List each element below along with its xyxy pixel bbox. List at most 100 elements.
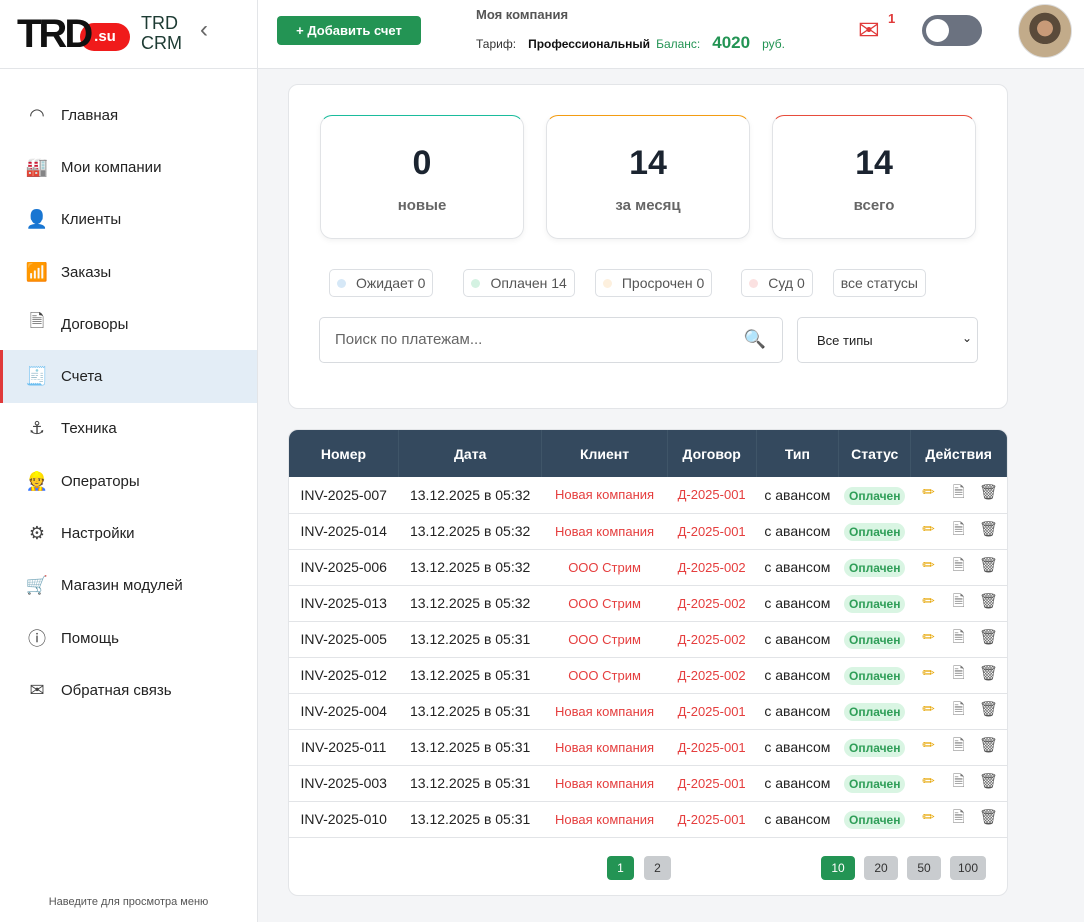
- document-icon[interactable]: 🗎: [952, 592, 965, 610]
- column-header[interactable]: Дата: [398, 430, 543, 477]
- status-filter-chip[interactable]: Ожидает 0: [329, 269, 434, 297]
- notifications-envelope-icon[interactable]: ✉ 1: [858, 11, 896, 45]
- type-select[interactable]: Все типы ⌄: [797, 317, 978, 363]
- table-row[interactable]: INV-2025-012 13.12.2025 в 05:31 ООО Стри…: [289, 657, 1007, 694]
- status-filter-chip[interactable]: Суд 0: [741, 269, 813, 297]
- sidebar-item-2[interactable]: 👤 Клиенты: [0, 194, 257, 246]
- trash-icon[interactable]: 🗑: [979, 628, 999, 646]
- theme-toggle[interactable]: [922, 15, 982, 46]
- table-row[interactable]: INV-2025-005 13.12.2025 в 05:31 ООО Стри…: [289, 621, 1007, 658]
- avatar[interactable]: [1018, 4, 1072, 58]
- status-filter-chip[interactable]: все статусы: [832, 269, 926, 297]
- trash-icon[interactable]: 🗑: [979, 484, 999, 502]
- column-header[interactable]: Тип: [756, 430, 840, 477]
- document-icon[interactable]: 🗎: [952, 556, 965, 574]
- client-link[interactable]: ООО Стрим: [541, 657, 668, 694]
- client-link[interactable]: Новая компания: [541, 801, 668, 838]
- column-header[interactable]: Клиент: [541, 430, 668, 477]
- status-filter-chip[interactable]: Оплачен 14: [463, 269, 575, 297]
- table-row[interactable]: INV-2025-003 13.12.2025 в 05:31 Новая ко…: [289, 765, 1007, 802]
- sidebar-item-6[interactable]: ⚓ Техника: [0, 403, 257, 455]
- table-row[interactable]: INV-2025-010 13.12.2025 в 05:31 Новая ко…: [289, 801, 1007, 838]
- edit-pencil-icon[interactable]: ✏: [922, 592, 935, 610]
- sidebar-item-3[interactable]: 📶 Заказы: [0, 246, 257, 298]
- column-header[interactable]: Статус: [838, 430, 912, 477]
- trash-icon[interactable]: 🗑: [979, 592, 999, 610]
- page-size-button[interactable]: 100: [950, 856, 987, 880]
- contract-link[interactable]: Д-2025-001: [667, 693, 757, 730]
- client-link[interactable]: Новая компания: [541, 693, 668, 730]
- table-row[interactable]: INV-2025-004 13.12.2025 в 05:31 Новая ко…: [289, 693, 1007, 730]
- search-icon[interactable]: 🔍: [743, 329, 766, 349]
- contract-link[interactable]: Д-2025-002: [667, 585, 757, 622]
- contract-link[interactable]: Д-2025-002: [667, 549, 757, 586]
- trash-icon[interactable]: 🗑: [979, 736, 999, 754]
- edit-pencil-icon[interactable]: ✏: [922, 808, 935, 826]
- add-invoice-button[interactable]: + Добавить счет: [277, 16, 421, 45]
- client-link[interactable]: Новая компания: [541, 477, 668, 514]
- status-filter-chip[interactable]: Просрочен 0: [594, 269, 713, 297]
- sidebar-item-4[interactable]: 🗎 Договоры: [0, 298, 257, 350]
- column-header[interactable]: Договор: [667, 430, 757, 477]
- contract-link[interactable]: Д-2025-002: [667, 621, 757, 658]
- sidebar-item-0[interactable]: ◠ Главная: [0, 89, 257, 141]
- page-size-button[interactable]: 20: [864, 856, 898, 880]
- edit-pencil-icon[interactable]: ✏: [922, 556, 935, 574]
- sidebar-item-8[interactable]: ⚙ Настройки: [0, 507, 257, 559]
- client-link[interactable]: ООО Стрим: [541, 549, 668, 586]
- page-size-button[interactable]: 10: [821, 856, 855, 880]
- document-icon[interactable]: 🗎: [952, 700, 965, 718]
- contract-link[interactable]: Д-2025-001: [667, 765, 757, 802]
- trash-icon[interactable]: 🗑: [979, 556, 999, 574]
- sidebar-item-11[interactable]: ✉ Обратная связь: [0, 664, 257, 716]
- sidebar-item-1[interactable]: 🏭 Мои компании: [0, 141, 257, 193]
- table-row[interactable]: INV-2025-006 13.12.2025 в 05:32 ООО Стри…: [289, 549, 1007, 586]
- trash-icon[interactable]: 🗑: [979, 664, 999, 682]
- edit-pencil-icon[interactable]: ✏: [922, 520, 935, 538]
- contract-link[interactable]: Д-2025-001: [667, 477, 757, 514]
- trash-icon[interactable]: 🗑: [979, 772, 999, 790]
- sidebar-item-10[interactable]: ⓘ Помощь: [0, 612, 257, 664]
- table-row[interactable]: INV-2025-013 13.12.2025 в 05:32 ООО Стри…: [289, 585, 1007, 622]
- client-link[interactable]: Новая компания: [541, 765, 668, 802]
- client-link[interactable]: Новая компания: [541, 729, 668, 766]
- column-header[interactable]: Действия: [910, 430, 1007, 477]
- edit-pencil-icon[interactable]: ✏: [922, 736, 935, 754]
- contract-link[interactable]: Д-2025-001: [667, 801, 757, 838]
- table-row[interactable]: INV-2025-007 13.12.2025 в 05:32 Новая ко…: [289, 477, 1007, 514]
- table-row[interactable]: INV-2025-014 13.12.2025 в 05:32 Новая ко…: [289, 513, 1007, 550]
- document-icon[interactable]: 🗎: [952, 772, 965, 790]
- client-link[interactable]: ООО Стрим: [541, 585, 668, 622]
- trash-icon[interactable]: 🗑: [979, 700, 999, 718]
- edit-pencil-icon[interactable]: ✏: [922, 484, 935, 502]
- trash-icon[interactable]: 🗑: [979, 520, 999, 538]
- edit-pencil-icon[interactable]: ✏: [922, 772, 935, 790]
- edit-pencil-icon[interactable]: ✏: [922, 628, 935, 646]
- contract-link[interactable]: Д-2025-002: [667, 657, 757, 694]
- document-icon[interactable]: 🗎: [952, 664, 965, 682]
- currency: руб.: [762, 37, 785, 51]
- sidebar-item-9[interactable]: 🛒 Магазин модулей: [0, 560, 257, 612]
- document-icon[interactable]: 🗎: [952, 520, 965, 538]
- document-icon[interactable]: 🗎: [952, 736, 965, 754]
- edit-pencil-icon[interactable]: ✏: [922, 664, 935, 682]
- contract-link[interactable]: Д-2025-001: [667, 729, 757, 766]
- chevron-left-icon[interactable]: ‹: [200, 16, 208, 43]
- table-row[interactable]: INV-2025-011 13.12.2025 в 05:31 Новая ко…: [289, 729, 1007, 766]
- page-button[interactable]: 2: [644, 856, 671, 880]
- document-icon[interactable]: 🗎: [952, 808, 965, 826]
- sidebar-item-5[interactable]: 🧾 Счета: [0, 350, 257, 403]
- client-link[interactable]: Новая компания: [541, 513, 668, 550]
- column-header[interactable]: Номер: [289, 430, 399, 477]
- page-size-button[interactable]: 50: [907, 856, 941, 880]
- search-input[interactable]: Поиск по платежам... 🔍: [319, 317, 783, 363]
- sidebar-item-7[interactable]: 👷 Операторы: [0, 455, 257, 507]
- document-icon[interactable]: 🗎: [952, 484, 965, 502]
- trash-icon[interactable]: 🗑: [979, 808, 999, 826]
- page-button[interactable]: 1: [607, 856, 634, 880]
- edit-pencil-icon[interactable]: ✏: [922, 700, 935, 718]
- contract-link[interactable]: Д-2025-001: [667, 513, 757, 550]
- client-link[interactable]: ООО Стрим: [541, 621, 668, 658]
- document-icon[interactable]: 🗎: [952, 628, 965, 646]
- actions-cell: ✏ 🗎 🗑: [910, 477, 1007, 514]
